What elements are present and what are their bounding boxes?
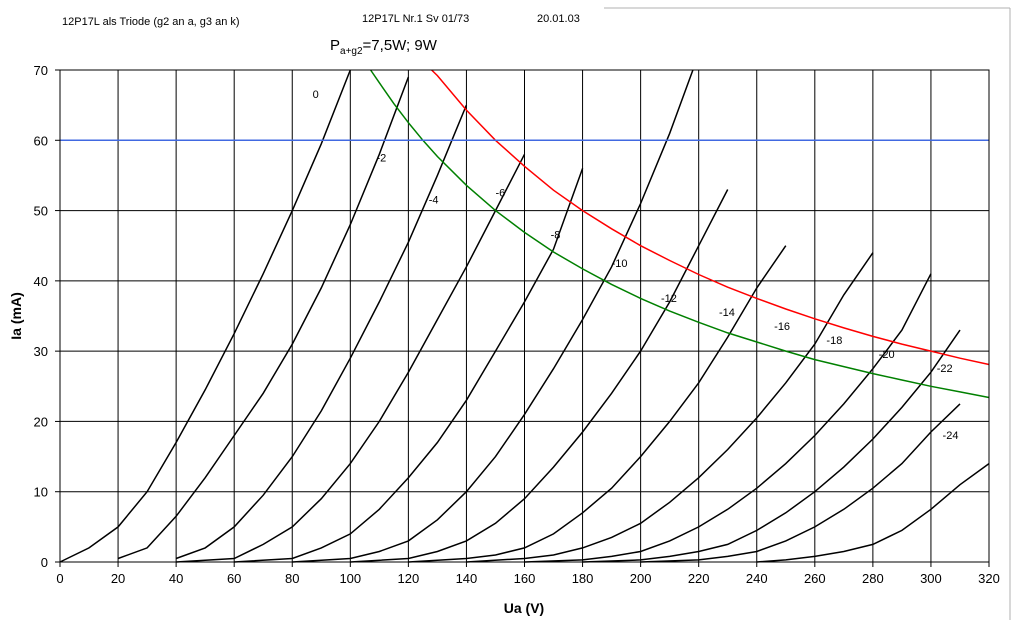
x-tick-label: 0 — [56, 571, 63, 586]
y-axis-label: Ia (mA) — [8, 292, 24, 339]
y-tick-label: 50 — [34, 204, 48, 219]
plot-area-frame — [59, 69, 990, 563]
anode-curve — [117, 76, 410, 560]
anode-curve — [292, 69, 694, 563]
curve-label: 0 — [313, 89, 319, 101]
tick-labels: 0 20 40 60 80 100 120 140 160 180 200 220 240 260 280 3… — [34, 63, 1000, 586]
anode-curve — [175, 104, 468, 560]
anode-curve — [408, 245, 787, 563]
curve-label: -22 — [937, 363, 953, 375]
x-tick-label: 160 — [514, 571, 536, 586]
x-tick-label: 300 — [920, 571, 942, 586]
curve-labels: 0 -2 -4 -6 -8 -10 -12 -14 -16 -18 -20 -22 -24 — [313, 89, 959, 442]
x-tick-label: 240 — [746, 571, 768, 586]
x-tick-label: 260 — [804, 571, 826, 586]
curve-label: -2 — [376, 152, 386, 164]
y-tick-label: 60 — [34, 133, 48, 148]
anode-curve — [350, 189, 729, 563]
x-tick-label: 80 — [285, 571, 299, 586]
anode-curve — [59, 69, 351, 563]
y-tick-label: 0 — [41, 555, 48, 570]
header-date: 20.01.03 — [537, 13, 580, 25]
x-tick-label: 280 — [862, 571, 884, 586]
x-tick-label: 180 — [572, 571, 594, 586]
curve-label: -6 — [495, 188, 505, 200]
x-tick-label: 140 — [456, 571, 478, 586]
curve-label: -4 — [429, 195, 439, 207]
power-label-sub: a+g2 — [340, 46, 363, 57]
y-tick-label: 20 — [34, 414, 48, 429]
y-tick-label: 40 — [34, 274, 48, 289]
x-tick-label: 40 — [169, 571, 183, 586]
power-label-main: P — [330, 37, 340, 54]
curve-label: -24 — [943, 430, 959, 442]
y-tick-label: 70 — [34, 63, 48, 78]
x-axis-label: Ua (V) — [504, 600, 544, 616]
anode-curve — [756, 462, 990, 563]
curve-label: -10 — [612, 258, 628, 270]
curve-label: -16 — [774, 321, 790, 333]
curves — [59, 69, 990, 563]
curve-label: -14 — [719, 307, 735, 319]
x-tick-label: 220 — [688, 571, 710, 586]
header-left: 12P17L als Triode (g2 an a, g3 an k) — [62, 16, 240, 28]
anode-curve — [234, 168, 584, 563]
curve-label: -20 — [879, 349, 895, 361]
curve-label: -18 — [826, 335, 842, 347]
curve-label: -8 — [551, 230, 561, 242]
x-tick-label: 20 — [111, 571, 125, 586]
header-middle: 12P17L Nr.1 Sv 01/73 — [362, 13, 469, 25]
y-tick-label: 10 — [34, 485, 48, 500]
y-tick-label: 30 — [34, 344, 48, 359]
power-label: Pa+g2=7,5W; 9W — [330, 37, 438, 57]
x-tick-label: 320 — [978, 571, 1000, 586]
anode-curve — [524, 273, 932, 563]
x-tick-label: 200 — [630, 571, 652, 586]
power-label-rest: =7,5W; 9W — [363, 37, 438, 54]
anode-curve — [466, 252, 874, 563]
x-tick-label: 60 — [227, 571, 241, 586]
power-limit-9w-curve — [431, 69, 990, 366]
curve-label: -12 — [661, 293, 677, 305]
anode-curve — [582, 329, 961, 563]
anode-curve — [176, 153, 526, 563]
anode-curve — [640, 403, 961, 563]
x-tick-label: 120 — [398, 571, 420, 586]
x-tick-label: 100 — [339, 571, 361, 586]
